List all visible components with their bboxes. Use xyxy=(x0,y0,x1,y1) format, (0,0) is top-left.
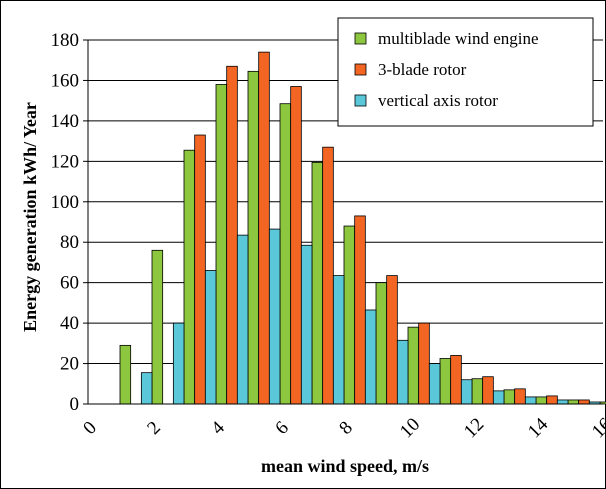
y-tick-label: 20 xyxy=(60,354,79,375)
bar-3-9 xyxy=(364,309,377,405)
y-tick-label: 0 xyxy=(70,394,80,415)
bar-1-6 xyxy=(247,70,260,405)
bar-2-9 xyxy=(354,215,366,405)
bar-1-13 xyxy=(471,378,484,405)
y-tick-label: 40 xyxy=(60,313,79,334)
bar-3-4 xyxy=(204,270,217,405)
bar-1-11 xyxy=(407,326,420,405)
bar-3-11 xyxy=(428,363,441,405)
bar-1-14 xyxy=(503,389,516,405)
legend-swatch xyxy=(354,63,367,76)
legend-swatch xyxy=(354,32,367,45)
bar-2-15 xyxy=(546,395,558,405)
y-tick-label: 120 xyxy=(51,151,80,172)
bar-3-10 xyxy=(396,339,409,405)
x-tick-label: 4 xyxy=(207,417,229,439)
bar-3-13 xyxy=(492,390,505,405)
y-tick-label: 80 xyxy=(60,232,79,253)
x-axis-title: mean wind speed, m/s xyxy=(261,456,429,476)
bar-2-5 xyxy=(226,65,238,405)
bar-1-5 xyxy=(215,84,228,405)
x-tick-label: 2 xyxy=(143,417,165,439)
bar-2-7 xyxy=(290,86,302,405)
y-tick-label: 140 xyxy=(51,111,80,132)
bar-1-3 xyxy=(151,249,164,405)
bar-1-15 xyxy=(535,396,548,405)
y-axis-title: Energy generation kWh/ Year xyxy=(20,102,40,332)
bar-1-12 xyxy=(439,358,452,405)
bar-3-14 xyxy=(524,396,537,405)
bar-1-10 xyxy=(375,282,388,405)
bar-1-4 xyxy=(183,149,196,405)
bar-2-16 xyxy=(578,399,590,405)
legend-box xyxy=(337,17,594,127)
bar-3-2 xyxy=(140,372,153,405)
bar-3-6 xyxy=(268,228,281,405)
legend-label: vertical axis rotor xyxy=(378,91,498,110)
bar-3-3 xyxy=(172,322,185,405)
x-tick-label: 16 xyxy=(588,414,606,442)
bar-2-13 xyxy=(482,376,494,405)
bar-3-5 xyxy=(236,234,249,405)
bar-1-7 xyxy=(279,103,292,405)
bar-3-7 xyxy=(300,244,313,405)
legend: multiblade wind engine 3-blade rotor verti… xyxy=(337,17,594,127)
bars xyxy=(119,51,606,405)
legend-label: multiblade wind engine xyxy=(378,29,539,48)
bar-2-12 xyxy=(450,355,462,405)
axes xyxy=(83,39,603,405)
bar-2-14 xyxy=(514,388,526,405)
bar-3-15 xyxy=(556,399,569,405)
legend-label: 3-blade rotor xyxy=(378,60,467,79)
bar-1-16 xyxy=(567,399,580,405)
bar-2-10 xyxy=(386,275,398,405)
bar-2-11 xyxy=(418,322,430,405)
x-tick-label: 0 xyxy=(79,417,101,439)
x-tick-label: 12 xyxy=(460,414,488,442)
bar-2-6 xyxy=(258,51,270,405)
y-tick-label: 100 xyxy=(51,192,80,213)
bar-2-8 xyxy=(322,146,334,405)
x-tick-label: 14 xyxy=(524,414,553,443)
bar-1-9 xyxy=(343,225,356,405)
x-tick-label: 6 xyxy=(271,417,293,439)
y-tick-label: 60 xyxy=(60,273,79,294)
bar-3-12 xyxy=(460,379,473,405)
y-tick-label: 160 xyxy=(51,70,80,91)
bar-2-4 xyxy=(194,134,206,405)
x-tick-label: 8 xyxy=(335,417,357,439)
x-tick-label: 10 xyxy=(396,414,424,442)
legend-swatch xyxy=(354,94,367,107)
bar-3-8 xyxy=(332,275,345,405)
bar-1-2 xyxy=(119,344,132,405)
bar-1-8 xyxy=(311,161,324,405)
y-tick-label: 180 xyxy=(51,30,80,51)
